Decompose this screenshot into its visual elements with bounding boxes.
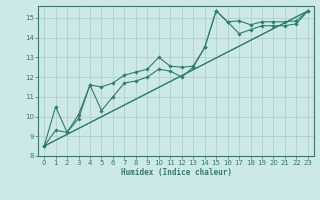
X-axis label: Humidex (Indice chaleur): Humidex (Indice chaleur) [121, 168, 231, 177]
